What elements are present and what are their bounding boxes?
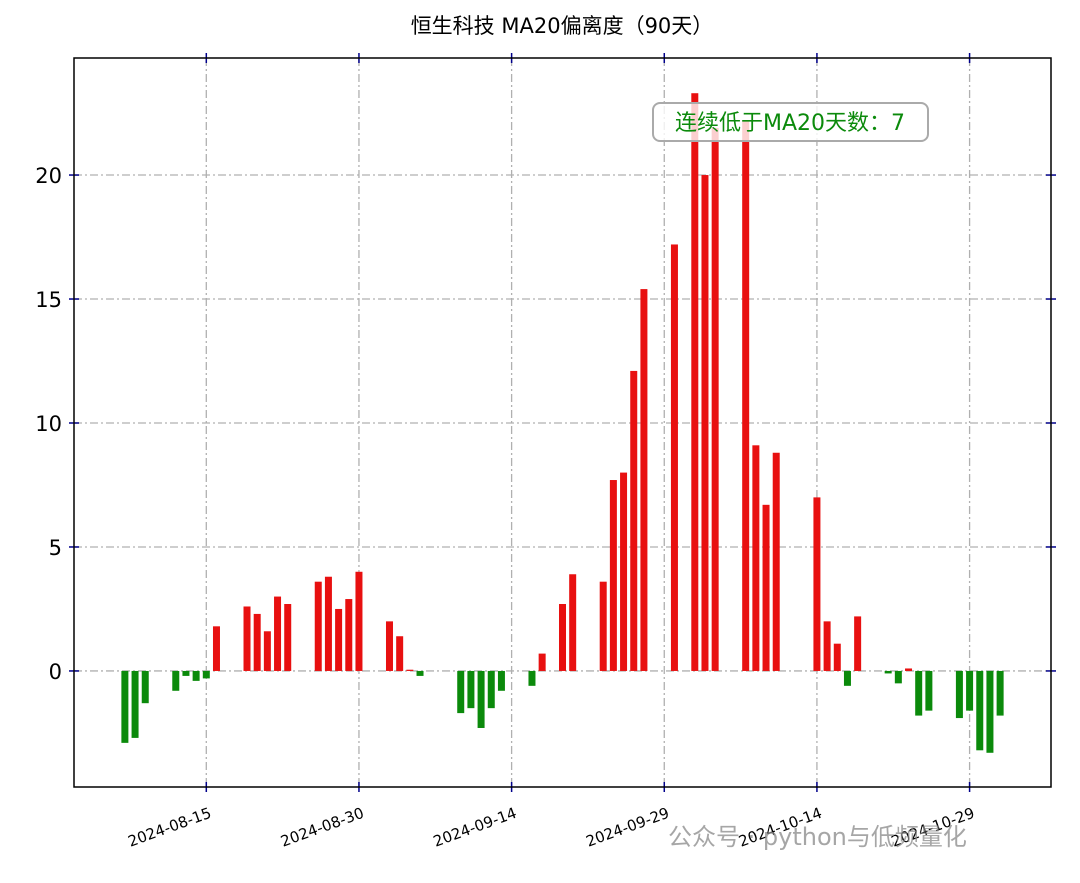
x-tick-label: 2024-08-30 [278, 804, 366, 851]
bar [121, 670, 129, 743]
bar [253, 613, 261, 671]
watermark: 公众号 · python与低频量化 [668, 823, 967, 851]
bar [477, 670, 485, 728]
bar [182, 670, 190, 676]
bar [711, 127, 719, 671]
bar [640, 289, 648, 671]
chart-title: 恒生科技 MA20偏离度（90天） [411, 14, 714, 38]
bar [202, 670, 210, 679]
bar [528, 670, 536, 686]
bar [691, 93, 699, 671]
y-tick-label: 10 [35, 412, 62, 436]
bar [131, 670, 139, 738]
bar [772, 452, 780, 671]
bar [406, 669, 414, 671]
bar [823, 621, 831, 671]
bar [833, 643, 841, 671]
bar [630, 370, 638, 671]
annotation-box [652, 102, 929, 142]
bar [752, 445, 760, 671]
bar [813, 497, 821, 671]
bar [324, 576, 332, 671]
bar [396, 636, 404, 671]
bar [335, 608, 343, 671]
bar [487, 670, 495, 709]
bar [141, 670, 149, 704]
bar [986, 670, 994, 753]
x-tick-label: 2024-09-29 [584, 804, 672, 851]
bar [559, 604, 566, 671]
bar [416, 670, 424, 676]
bar [599, 581, 607, 671]
bar [385, 621, 393, 671]
bar [314, 581, 322, 671]
bar [894, 670, 902, 684]
y-tick-label: 5 [49, 536, 62, 560]
plot-frame [73, 57, 1052, 788]
bar [263, 631, 271, 671]
bar [843, 670, 851, 686]
bar [497, 670, 505, 691]
bar [915, 670, 923, 716]
bar [966, 670, 974, 711]
x-tick-label: 2024-09-14 [431, 804, 519, 851]
bar [854, 616, 862, 671]
bar [345, 599, 353, 671]
bar [569, 574, 577, 671]
bar [976, 670, 984, 751]
bar [243, 606, 251, 671]
bar [670, 244, 678, 671]
bar [457, 670, 465, 714]
bar [355, 571, 363, 671]
y-tick-label: 0 [49, 660, 62, 684]
bar [762, 504, 770, 671]
y-tick-label: 15 [35, 288, 62, 312]
bar [620, 472, 628, 671]
bar [925, 670, 933, 711]
bar [467, 670, 475, 709]
bar [905, 668, 913, 671]
bar [996, 670, 1004, 716]
bar [212, 626, 220, 671]
bar [955, 670, 963, 719]
bar [192, 670, 200, 681]
bar [172, 670, 180, 691]
bar [742, 120, 750, 671]
bar [538, 653, 546, 671]
annotation: 连续低于MA20天数：7 [675, 111, 905, 136]
x-tick-label: 2024-08-15 [126, 804, 214, 851]
y-tick-label: 20 [35, 164, 62, 188]
bar [884, 670, 892, 674]
bar [701, 175, 709, 671]
bar [284, 604, 292, 671]
bar [274, 596, 282, 671]
bar [609, 480, 617, 671]
